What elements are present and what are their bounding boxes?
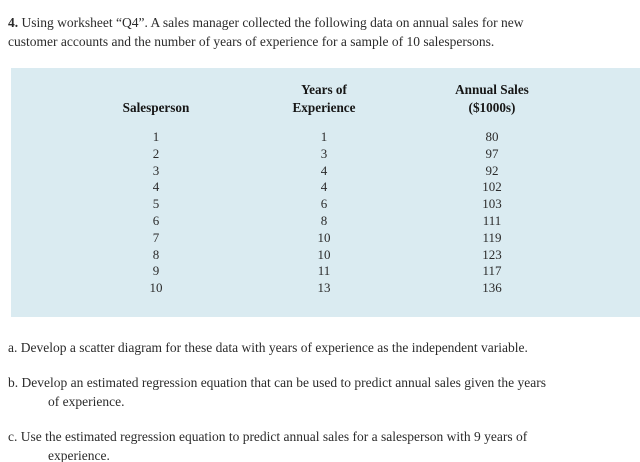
- question-label: a.: [8, 340, 18, 355]
- cell-years: 8: [320, 212, 328, 228]
- question-list: a. Develop a scatter diagram for these d…: [8, 338, 554, 462]
- table-row: 2 3 97: [72, 146, 576, 163]
- cell-years: 3: [320, 145, 328, 161]
- question-label: c.: [8, 429, 18, 444]
- table-row: 8 10 123: [72, 247, 576, 264]
- question-b: b. Develop an estimated regression equat…: [8, 373, 554, 411]
- table-header-row: Salesperson Years of Experience Annual S…: [72, 81, 576, 117]
- cell-years: 10: [317, 229, 331, 245]
- table-row: 10 13 136: [72, 280, 576, 297]
- header-line: Years of: [301, 82, 347, 97]
- cell-sales: 97: [485, 145, 499, 161]
- table-row: 3 4 92: [72, 163, 576, 180]
- cell-salesperson: 7: [152, 229, 160, 245]
- header-line: Annual Sales: [455, 82, 529, 97]
- problem-intro-text: Using worksheet “Q4”. A sales manager co…: [8, 15, 524, 49]
- table-row: 5 6 103: [72, 196, 576, 213]
- cell-years: 11: [317, 263, 331, 279]
- question-c: c. Use the estimated regression equation…: [8, 427, 554, 462]
- header-line: Salesperson: [122, 100, 190, 115]
- question-label: b.: [8, 375, 19, 390]
- cell-sales: 111: [482, 212, 502, 228]
- cell-years: 4: [320, 162, 328, 178]
- cell-salesperson: 9: [152, 263, 160, 279]
- cell-years: 4: [320, 179, 328, 195]
- cell-sales: 103: [482, 196, 502, 212]
- cell-sales: 92: [485, 162, 499, 178]
- cell-salesperson: 10: [149, 280, 163, 296]
- question-text: Use the estimated regression equation to…: [20, 429, 528, 462]
- table-body: 1 1 80 2 3 97 3 4 92 4 4 102 5 6: [72, 129, 576, 297]
- header-line: ($1000s): [468, 100, 516, 115]
- cell-years: 13: [317, 280, 331, 296]
- header-line: Experience: [292, 100, 356, 115]
- cell-salesperson: 4: [152, 179, 160, 195]
- cell-sales: 102: [482, 179, 502, 195]
- cell-sales: 119: [482, 229, 502, 245]
- cell-sales: 117: [482, 263, 502, 279]
- problem-statement: 4. Using worksheet “Q4”. A sales manager…: [8, 14, 534, 51]
- problem-number: 4.: [8, 15, 19, 30]
- table-row: 7 10 119: [72, 230, 576, 247]
- column-header-salesperson: Salesperson: [72, 99, 240, 117]
- table-row: 1 1 80: [72, 129, 576, 146]
- cell-salesperson: 5: [152, 196, 160, 212]
- cell-years: 6: [320, 196, 328, 212]
- cell-salesperson: 2: [152, 145, 160, 161]
- column-header-annual-sales: Annual Sales ($1000s): [408, 81, 576, 117]
- data-table: Salesperson Years of Experience Annual S…: [11, 68, 640, 317]
- cell-years: 1: [320, 129, 328, 144]
- question-text: Develop a scatter diagram for these data…: [20, 340, 528, 355]
- table-row: 4 4 102: [72, 179, 576, 196]
- question-a: a. Develop a scatter diagram for these d…: [8, 338, 554, 357]
- cell-salesperson: 8: [152, 246, 160, 262]
- table-row: 9 11 117: [72, 263, 576, 280]
- cell-salesperson: 1: [152, 129, 160, 144]
- cell-sales: 80: [485, 129, 499, 144]
- cell-salesperson: 3: [152, 162, 160, 178]
- table-row: 6 8 111: [72, 213, 576, 230]
- cell-salesperson: 6: [152, 212, 160, 228]
- column-header-years-of-experience: Years of Experience: [240, 81, 408, 117]
- question-text: Develop an estimated regression equation…: [21, 375, 546, 409]
- cell-years: 10: [317, 246, 331, 262]
- cell-sales: 123: [482, 246, 502, 262]
- cell-sales: 136: [482, 280, 502, 296]
